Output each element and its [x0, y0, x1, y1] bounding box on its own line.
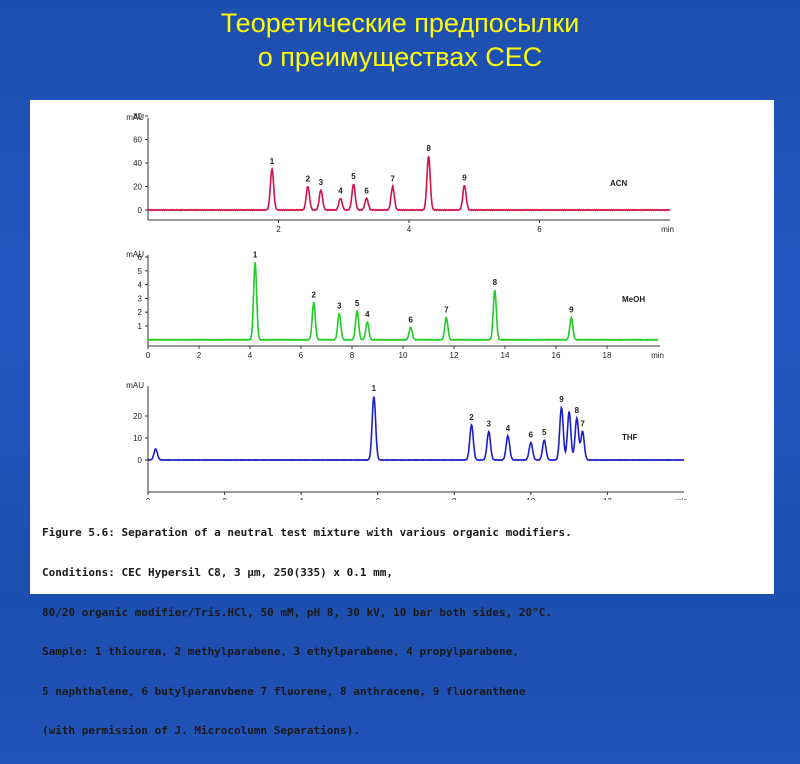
peak-label: 6	[529, 430, 534, 439]
caption-line-5: 5 naphthalene, 6 butylparanvbene 7 fluor…	[42, 684, 526, 698]
peak-label: 3	[487, 419, 492, 428]
x-tick-label: 6	[375, 497, 380, 500]
peak-label: 7	[390, 175, 395, 184]
peak-label: 2	[312, 291, 317, 300]
y-tick-label: 10	[133, 434, 142, 443]
series-label-thf: THF	[622, 433, 638, 442]
series-line-acn	[147, 156, 671, 212]
peak-label: 7	[580, 419, 585, 428]
peak-label: 8	[493, 278, 498, 287]
y-tick-label: 4	[138, 281, 143, 290]
y-tick-label: 0	[138, 456, 143, 465]
peak-label: 4	[506, 424, 511, 433]
x-tick-label: 12	[603, 497, 612, 500]
y-tick-label: 40	[133, 159, 142, 168]
peak-label: 8	[426, 144, 431, 153]
peak-label: 9	[462, 173, 467, 182]
peak-label: 1	[253, 251, 258, 260]
series-label-meoh: MeOH	[622, 295, 645, 304]
peak-label: 4	[365, 310, 370, 319]
x-tick-label: 10	[526, 497, 535, 500]
y-tick-label: 20	[133, 183, 142, 192]
x-tick-label: 8	[350, 351, 355, 360]
x-tick-label: 6	[299, 351, 304, 360]
slide-title-line-2: о преимуществах СЕС	[257, 42, 543, 72]
x-tick-label: 12	[450, 351, 459, 360]
series-line-thf	[147, 396, 685, 462]
peak-label: 9	[559, 395, 564, 404]
y-tick-label: 6	[138, 253, 143, 262]
peak-label: 6	[408, 315, 413, 324]
y-tick-label: 80	[133, 112, 142, 121]
peak-label: 2	[469, 413, 474, 422]
x-tick-label: 4	[248, 351, 253, 360]
y-tick-label: 0	[138, 206, 143, 215]
peak-label: 5	[542, 428, 547, 437]
peak-label: 7	[444, 306, 449, 315]
peak-label: 5	[355, 299, 360, 308]
x-tick-label: 6	[537, 225, 542, 234]
peak-label: 9	[569, 306, 574, 315]
x-tick-label: 14	[501, 351, 510, 360]
peak-label: 1	[372, 384, 377, 393]
peak-label: 3	[319, 178, 324, 187]
caption-line-1: Figure 5.6: Separation of a neutral test…	[42, 526, 572, 540]
peak-label: 2	[306, 175, 311, 184]
peak-label: 1	[270, 157, 275, 166]
y-tick-label: 2	[138, 308, 143, 317]
x-tick-label: 16	[552, 351, 561, 360]
figure-panel: 0 20 40 60 80 mAU 2 4 6 min 1 2 3 4 5 6 7 8 9 ACN 1 2 3 4 5 6 mAU 0…	[30, 100, 774, 737]
caption-line-4: Sample: 1 thiourea, 2 methylparabene, 3 …	[42, 645, 519, 659]
peak-label: 5	[351, 172, 356, 181]
peak-label: 8	[575, 406, 580, 415]
x-tick-label: 2	[222, 497, 227, 500]
x-axis-label: min	[661, 225, 674, 234]
series-label-acn: ACN	[610, 179, 628, 188]
caption-line-3: 80/20 organic modifier/Tris.HCl, 50 mM, …	[42, 605, 552, 619]
x-tick-label: 18	[603, 351, 612, 360]
x-tick-label: 2	[197, 351, 202, 360]
y-tick-label: 1	[138, 322, 143, 331]
x-axis-label: min	[651, 351, 664, 360]
y-axis-label: mAU	[126, 113, 144, 122]
x-tick-label: 8	[452, 497, 457, 500]
peak-label: 3	[337, 302, 342, 311]
x-tick-label: 0	[146, 351, 151, 360]
x-tick-label: 4	[299, 497, 304, 500]
x-tick-label: 10	[399, 351, 408, 360]
series-line-meoh	[147, 262, 659, 342]
peak-label: 4	[338, 186, 343, 195]
x-tick-label: 4	[407, 225, 412, 234]
caption-line-2: Conditions: CEC Hypersil C8, 3 µm, 250(3…	[42, 566, 393, 580]
x-tick-label: 0	[146, 497, 151, 500]
y-tick-label: 3	[138, 294, 143, 303]
y-tick-label: 5	[138, 267, 143, 276]
x-axis-label: min	[675, 497, 688, 500]
figure-caption: Figure 5.6: Separation of a neutral test…	[42, 500, 770, 764]
y-axis-label: mAU	[126, 381, 144, 390]
slide-title-line-1: Теоретические предпосылки	[220, 8, 580, 38]
peak-label: 6	[364, 186, 369, 195]
x-tick-label: 2	[276, 225, 281, 234]
y-axis-label: mAU	[126, 250, 144, 259]
caption-line-6: (with permission of J. Microcolumn Separ…	[42, 724, 360, 738]
y-tick-label: 20	[133, 412, 142, 421]
slide-title: Теоретические предпосылки о преимущества…	[0, 6, 800, 74]
y-tick-label: 60	[133, 136, 142, 145]
